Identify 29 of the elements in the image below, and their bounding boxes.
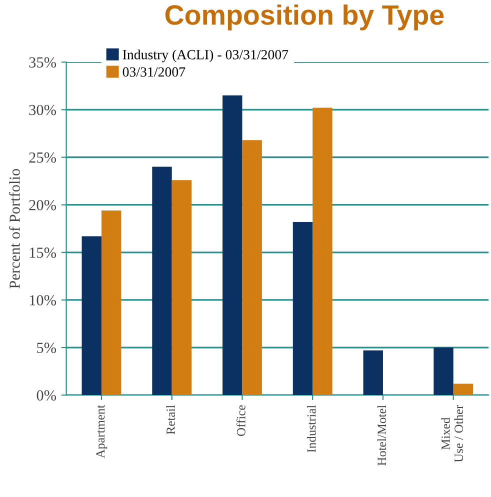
x-tick-label: Office [236, 405, 246, 436]
bar [101, 210, 122, 396]
y-axis-title: Percent of Portfolio [8, 168, 20, 288]
bar [242, 140, 262, 396]
y-tick-label: 0% [36, 390, 56, 401]
x-tick-label: Industrial [306, 405, 316, 452]
bar [222, 95, 242, 396]
bar [453, 384, 474, 396]
y-tick-label: 5% [37, 342, 56, 354]
bar [172, 180, 192, 396]
legend-label: Industry (ACLI) - 03/31/2007 [122, 50, 288, 62]
x-tick-label: Hotel/Motel [377, 405, 386, 466]
y-tick-label: 10% [30, 295, 56, 306]
y-tick-label: 30% [29, 104, 56, 116]
chart-title: Composition by Type [165, 4, 444, 30]
bar [152, 166, 172, 396]
bar [82, 236, 102, 396]
bar [312, 108, 332, 396]
bar [363, 350, 383, 396]
y-tick-label: 25% [29, 152, 56, 163]
y-tick-label: 20% [29, 200, 56, 210]
bar [292, 222, 313, 396]
y-tick-label: 15% [30, 248, 56, 258]
y-tick-label: 35% [29, 57, 56, 68]
legend-label: 03/31/2007 [122, 67, 186, 77]
bar [434, 348, 454, 396]
x-tick-label: Mixed Use / Other [441, 404, 464, 462]
x-tick-label: Apartment [96, 404, 108, 458]
x-tick-label: Retail [166, 405, 175, 434]
